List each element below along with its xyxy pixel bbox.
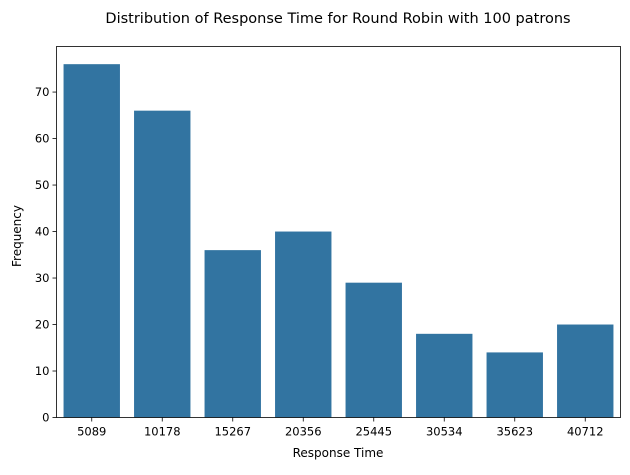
x-tick-label: 10178: [144, 425, 181, 439]
y-tick-label: 40: [35, 225, 50, 239]
bar-20356: [275, 231, 332, 418]
plot-area: 5089 10178 15267 20356 25445 30534 35623 40712 0…: [35, 46, 621, 439]
x-tick-label: 25445: [355, 425, 392, 439]
x-tick-label: 35623: [496, 425, 533, 439]
y-axis-label: Frequency: [10, 205, 24, 267]
x-tick-label: 40712: [567, 425, 604, 439]
plot-frame: [56, 46, 621, 418]
x-tick-label: 30534: [426, 425, 463, 439]
bar-25445: [345, 282, 402, 418]
chart-title: Distribution of Response Time for Round …: [105, 11, 570, 27]
x-tick-label: 15267: [214, 425, 251, 439]
bar-40712: [557, 324, 614, 418]
y-tick-label: 70: [35, 85, 50, 99]
y-tick-label: 10: [35, 364, 50, 378]
bar-35623: [486, 352, 543, 418]
y-tick-label: 50: [35, 178, 50, 192]
x-tick-label: 5089: [77, 425, 106, 439]
x-tick-label: 20356: [285, 425, 322, 439]
y-tick-label: 20: [35, 318, 50, 332]
y-tick-label: 60: [35, 132, 50, 146]
bar-30534: [416, 333, 473, 418]
bar-10178: [134, 110, 191, 418]
y-tick-label: 30: [35, 271, 50, 285]
x-axis-label: Response Time: [293, 446, 384, 460]
y-tick-label: 0: [42, 411, 49, 425]
bar-15267: [204, 250, 261, 418]
bar-5089: [63, 64, 120, 418]
